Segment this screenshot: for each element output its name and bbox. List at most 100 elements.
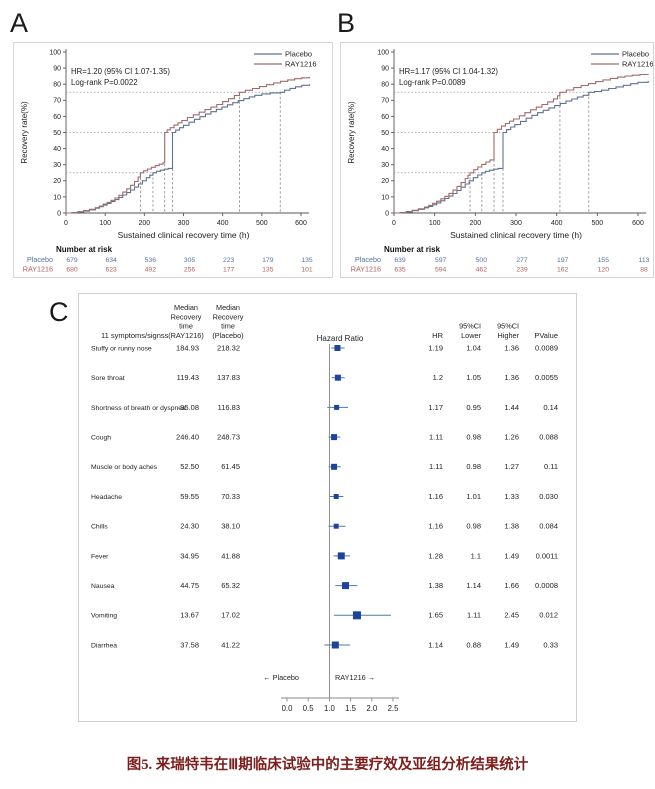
risk-value: 536 [145, 257, 157, 264]
row-median-ray: 13.67 [180, 611, 199, 620]
col-header-median-ray: Recovery [171, 312, 202, 321]
risk-value: 679 [66, 257, 78, 264]
direction-label-placebo: ← Placebo [263, 673, 299, 682]
row-median-ray: 34.95 [180, 551, 199, 560]
km-curve-ray1216 [66, 77, 311, 214]
row-ci-lower: 1.05 [466, 373, 481, 382]
svg-text:50: 50 [381, 130, 389, 137]
row-ci-higher: 1.49 [504, 551, 519, 560]
forest-row: Stuffy or runny nose 184.93 218.32 1.19 1.04… [91, 343, 558, 352]
row-ci-lower: 0.95 [466, 403, 481, 412]
svg-text:80: 80 [381, 82, 389, 89]
row-ci-higher: 1.26 [504, 433, 519, 442]
svg-text:80: 80 [53, 82, 61, 89]
risk-value: 155 [598, 257, 610, 264]
risk-value: 680 [66, 267, 78, 274]
col-header-median-ray: (RAY1216) [168, 331, 204, 340]
svg-text:100: 100 [377, 49, 389, 56]
risk-row-label: Placebo [355, 255, 381, 264]
risk-value: 135 [262, 267, 274, 274]
col-header-ci-lower: Lower [461, 331, 481, 340]
svg-text:30: 30 [53, 162, 61, 169]
hr-annotation: HR=1.17 (95% CI 1.04-1.32) [399, 67, 498, 76]
risk-value: 500 [476, 257, 488, 264]
row-median-placebo: 41.88 [221, 551, 240, 560]
row-label: Shortness of breath or dyspnea [91, 405, 186, 412]
risk-row-label: Placebo [27, 255, 53, 264]
svg-text:300: 300 [178, 220, 190, 227]
risk-value: 256 [184, 267, 196, 274]
risk-value: 88 [640, 267, 648, 274]
risk-value: 277 [516, 257, 528, 264]
row-hr: 1.11 [429, 462, 443, 471]
row-median-placebo: 218.32 [217, 343, 240, 352]
row-pvalue: 0.0008 [535, 581, 558, 590]
legend-label: Placebo [622, 50, 649, 59]
svg-text:90: 90 [53, 66, 61, 73]
col-header-ci-higher: Higher [498, 331, 520, 340]
risk-value: 635 [394, 267, 406, 274]
row-ci-lower: 1.01 [466, 492, 481, 501]
col-header-median-placebo: (Placebo) [212, 331, 243, 340]
risk-row-label: RAY1216 [23, 265, 53, 274]
risk-value: 162 [557, 267, 569, 274]
row-hr: 1.16 [428, 492, 443, 501]
risk-value: 177 [223, 267, 235, 274]
row-hr: 1.65 [428, 611, 443, 620]
svg-text:60: 60 [381, 114, 389, 121]
row-median-placebo: 61.45 [221, 462, 240, 471]
svg-text:500: 500 [256, 220, 268, 227]
row-ci-lower: 0.88 [466, 640, 481, 649]
svg-text:20: 20 [381, 178, 389, 185]
panel-a-label: A [10, 8, 29, 38]
row-ci-lower: 1.1 [471, 551, 481, 560]
row-pvalue: 0.012 [539, 611, 558, 620]
row-label: Nausea [91, 583, 115, 590]
svg-text:10: 10 [381, 194, 389, 201]
hr-marker [342, 582, 350, 590]
svg-text:600: 600 [295, 220, 307, 227]
forest-row: Sore throat 119.43 137.83 1.2 1.05 1.36 0.0055 [91, 373, 558, 382]
row-median-ray: 119.43 [177, 373, 199, 382]
row-median-placebo: 70.33 [221, 492, 240, 501]
svg-text:60: 60 [53, 114, 61, 121]
forest-axis-tick: 2.5 [388, 704, 400, 713]
row-label: Vomiting [91, 613, 117, 620]
hr-marker [331, 463, 338, 470]
col-header-median-placebo: Recovery [213, 312, 244, 321]
row-median-ray: 59.55 [180, 492, 199, 501]
svg-text:70: 70 [381, 98, 389, 105]
row-ci-lower: 1.11 [467, 611, 481, 620]
risk-value: 305 [184, 257, 196, 264]
row-ci-lower: 0.98 [466, 462, 481, 471]
svg-text:200: 200 [138, 220, 150, 227]
svg-text:0: 0 [64, 220, 68, 227]
hr-marker [337, 552, 345, 560]
row-pvalue: 0.030 [539, 492, 558, 501]
risk-value: 462 [476, 267, 488, 274]
forest-axis-tick: 0.5 [303, 704, 315, 713]
risk-value: 113 [639, 257, 650, 264]
row-hr: 1.17 [428, 403, 443, 412]
hr-marker [331, 434, 338, 441]
forest-row: Headache 59.55 70.33 1.16 1.01 1.33 0.030 [91, 492, 558, 501]
forest-axis-tick: 2.0 [366, 704, 378, 713]
row-median-ray: 37.58 [180, 640, 199, 649]
svg-text:200: 200 [469, 220, 481, 227]
row-hr: 1.16 [428, 522, 443, 531]
svg-text:500: 500 [591, 220, 603, 227]
row-ci-lower: 0.98 [466, 433, 481, 442]
svg-text:100: 100 [49, 49, 61, 56]
col-header-median-ray: time [179, 322, 193, 331]
row-pvalue: 0.33 [543, 640, 558, 649]
direction-label-ray1216: RAY1216 → [335, 673, 375, 682]
risk-table-title: Number at risk [384, 245, 441, 254]
risk-value: 179 [262, 257, 274, 264]
row-median-ray: 24.30 [180, 522, 199, 531]
row-label: Sore throat [91, 375, 125, 382]
y-axis-title: Recovery rate(%) [20, 101, 29, 164]
svg-text:600: 600 [632, 220, 644, 227]
legend-label: Placebo [285, 50, 312, 59]
col-header-pvalue: PValue [534, 331, 558, 340]
x-axis-title: Sustained clinical recovery time (h) [118, 230, 250, 240]
